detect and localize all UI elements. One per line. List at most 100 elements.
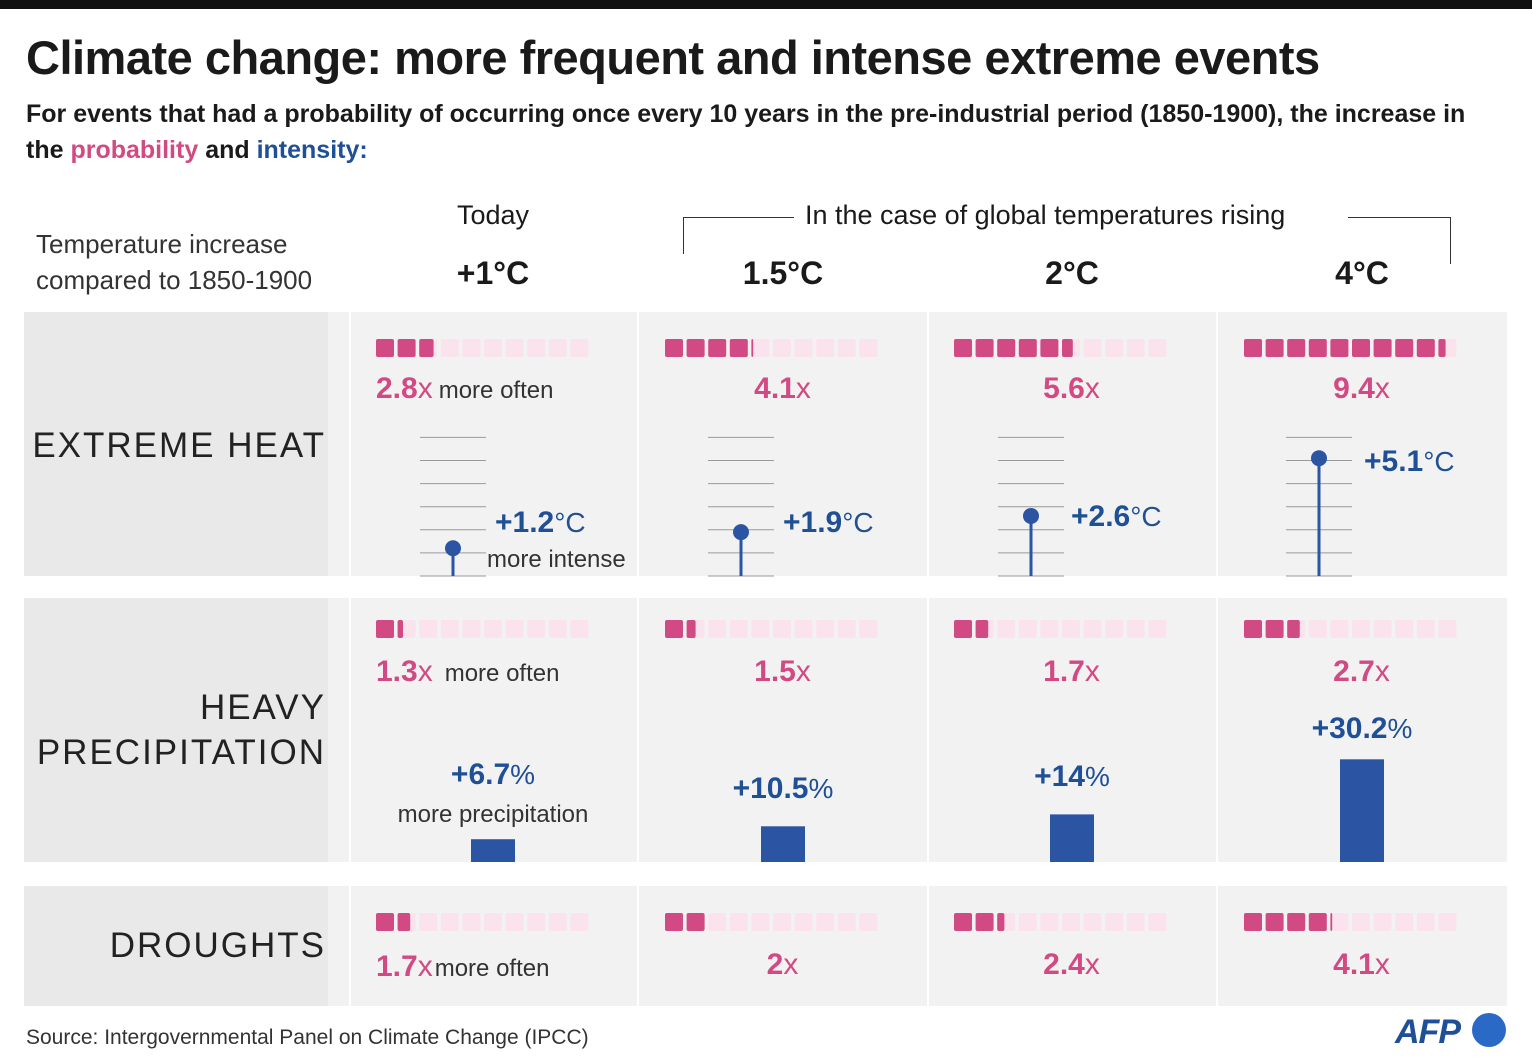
probability-square-filled [1416, 339, 1435, 357]
intensity-label: +6.7% [393, 758, 593, 792]
row-gap [24, 862, 1507, 886]
temp-4: 4°C [1335, 255, 1389, 291]
probability-square-filled [975, 620, 989, 638]
probability-square-filled [1330, 913, 1333, 931]
probability-square-empty [1352, 913, 1370, 931]
row-label-line: PRECIPITATION [36, 733, 326, 772]
scenario-header: In the case of global temperatures risin… [805, 200, 1286, 230]
probability-square-empty [570, 913, 589, 931]
probability-square-empty [1148, 620, 1167, 638]
probability-label: 1.5x [665, 655, 900, 689]
probability-unit: x [1374, 372, 1390, 405]
probability-square-empty [1062, 620, 1080, 638]
probability-square-empty [816, 913, 835, 931]
probability-square-filled [954, 339, 972, 357]
intensity-value: +10.5 [732, 772, 809, 805]
probability-square-filled [1244, 913, 1262, 931]
probability-square-empty [484, 913, 502, 931]
probability-square-filled [1062, 339, 1073, 357]
intensity-value: +5.1 [1364, 445, 1424, 478]
probability-label: 5.6x [954, 372, 1189, 406]
row-label-droughts: DROUGHTS [24, 886, 328, 1006]
probability-square-filled [1244, 620, 1262, 638]
probability-square-empty [527, 913, 546, 931]
probability-square-filled [665, 620, 683, 638]
probability-square-empty [751, 339, 770, 357]
probability-square-filled [975, 913, 994, 931]
probability-square-empty [773, 339, 791, 357]
probability-square-empty [462, 913, 481, 931]
probability-square-empty [527, 620, 546, 638]
intensity-dot [1023, 507, 1039, 524]
probability-square-filled [1395, 339, 1414, 357]
probability-value: 2 [766, 948, 784, 981]
probability-value: 1.7 [1043, 655, 1085, 688]
probability-square-empty [816, 339, 835, 357]
probability-square-empty [440, 339, 459, 357]
probability-square-empty [570, 620, 589, 638]
probability-square-filled [1308, 339, 1327, 357]
probability-unit: x [795, 372, 811, 405]
probability-label: 1.7xmore often [376, 950, 626, 984]
probability-square-empty [1352, 620, 1370, 638]
temp-today: +1°C [456, 255, 530, 291]
probability-label: 1.3x more often [376, 655, 626, 689]
probability-unit: x [795, 655, 811, 688]
row-label-heavy-precipitation: HEAVY PRECIPITATION [24, 598, 328, 862]
probability-square-empty [1330, 620, 1349, 638]
probability-value: 1.7 [376, 950, 418, 983]
probability-square-empty [1148, 913, 1167, 931]
probability-square-filled [997, 339, 1016, 357]
temp-1-5: 1.5°C [742, 255, 824, 291]
probability-square-empty [419, 620, 438, 638]
intensity-label: +30.2% [1262, 712, 1462, 746]
intensity-bar [471, 839, 515, 862]
probability-square-filled [1244, 339, 1262, 357]
intensity-value: +1.9 [783, 506, 843, 539]
probability-square-empty [440, 620, 459, 638]
probability-square-filled [419, 339, 434, 357]
probability-square-empty [440, 913, 459, 931]
afp-logo-dot [1472, 1013, 1506, 1047]
probability-square-empty [1416, 913, 1435, 931]
intensity-unit: % [510, 759, 536, 790]
probability-square-empty [859, 913, 878, 931]
probability-square-empty [1126, 339, 1145, 357]
intensity-label: +1.9°C [783, 506, 874, 540]
probability-value: 1.5 [754, 655, 796, 688]
probability-square-empty [859, 339, 878, 357]
probability-label: 2.4x [954, 948, 1189, 982]
probability-square-empty [837, 339, 856, 357]
probability-square-filled [1308, 913, 1327, 931]
intensity-unit: % [808, 773, 834, 804]
probability-value: 9.4 [1333, 372, 1375, 405]
subtitle-and: and [198, 136, 257, 164]
probability-label: 4.1x [1244, 948, 1479, 982]
probability-square-empty [794, 339, 813, 357]
intensity-unit: % [1084, 761, 1110, 792]
probability-label: 2x [665, 948, 900, 982]
probability-square-filled [1438, 339, 1446, 357]
probability-unit: x [417, 950, 433, 983]
probability-square-filled [1265, 339, 1284, 357]
probability-square-empty [729, 913, 748, 931]
chart-subtitle: For events that had a probability of occ… [26, 96, 1506, 168]
probability-square-empty [505, 620, 524, 638]
probability-label: 2.7x [1244, 655, 1479, 689]
probability-label: 2.8x more often [376, 372, 626, 406]
probability-square-filled [1287, 913, 1306, 931]
probability-square-empty [419, 913, 438, 931]
probability-value: 2.8 [376, 372, 418, 405]
probability-square-filled [686, 339, 705, 357]
intensity-bar [1050, 814, 1094, 862]
probability-note: more often [438, 377, 554, 404]
row-label-line: EXTREME HEAT [32, 426, 326, 465]
probability-square-filled [1018, 339, 1037, 357]
probability-square-filled [729, 339, 748, 357]
probability-square-empty [505, 913, 524, 931]
probability-square-empty [1105, 620, 1124, 638]
probability-square-empty [1083, 620, 1102, 638]
temp-2: 2°C [1045, 255, 1099, 291]
probability-square-empty [1040, 913, 1059, 931]
probability-value: 5.6 [1043, 372, 1085, 405]
